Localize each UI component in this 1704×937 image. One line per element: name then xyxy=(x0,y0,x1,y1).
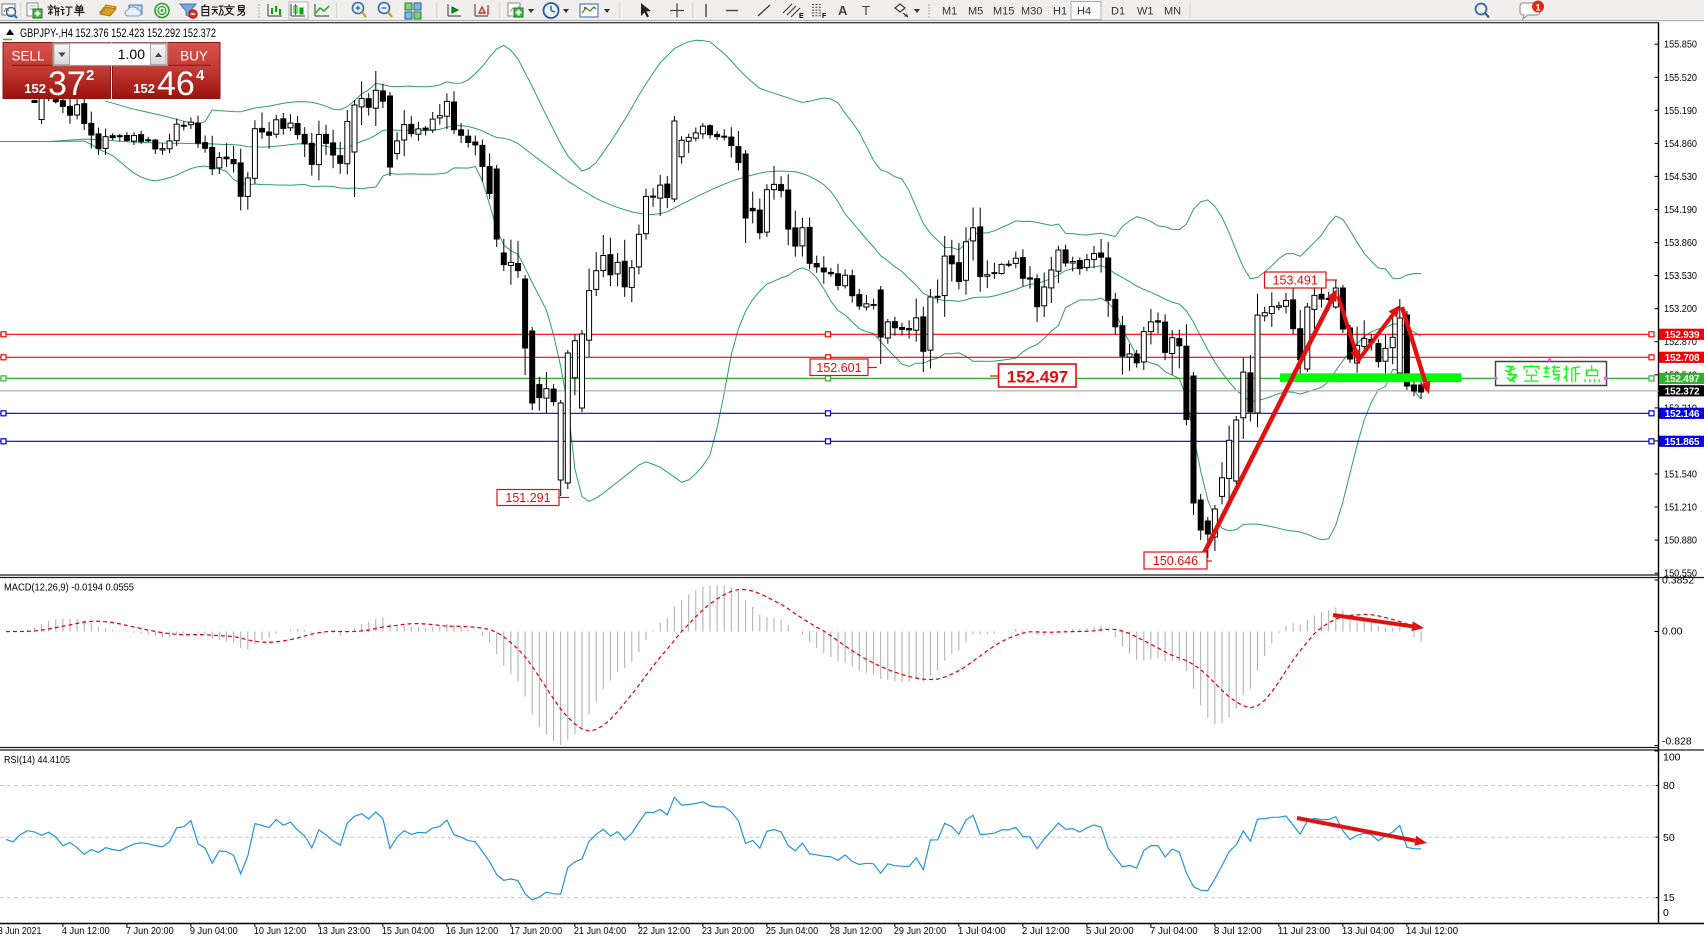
svg-text:152.939: 152.939 xyxy=(1665,330,1700,341)
svg-text:9 Jun 04:00: 9 Jun 04:00 xyxy=(190,925,238,937)
svg-text:152.497: 152.497 xyxy=(1007,368,1068,387)
svg-text:150.646: 150.646 xyxy=(1153,554,1198,568)
svg-text:28 Jun 12:00: 28 Jun 12:00 xyxy=(830,925,882,937)
svg-text:17 Jun 20:00: 17 Jun 20:00 xyxy=(510,925,562,937)
svg-text:14 Jul 12:00: 14 Jul 12:00 xyxy=(1406,925,1458,937)
svg-text:5 Jul 20:00: 5 Jul 20:00 xyxy=(1086,925,1134,937)
svg-text:GBPJPY-,H4 152.376 152.423 15: GBPJPY-,H4 152.376 152.423 152.292 152.3… xyxy=(20,28,216,40)
svg-text:15 Jun 04:00: 15 Jun 04:00 xyxy=(382,925,434,937)
svg-text:154.190: 154.190 xyxy=(1664,204,1697,216)
svg-text:21 Jun 04:00: 21 Jun 04:00 xyxy=(574,925,626,937)
svg-text:7 Jul 04:00: 7 Jul 04:00 xyxy=(1150,925,1198,937)
svg-text:BUY: BUY xyxy=(180,49,208,64)
svg-text:-0.828: -0.828 xyxy=(1662,736,1692,748)
svg-text:10 Jun 12:00: 10 Jun 12:00 xyxy=(254,925,306,937)
svg-text:50: 50 xyxy=(1663,832,1675,844)
svg-text:152: 152 xyxy=(24,81,46,96)
svg-text:4: 4 xyxy=(196,67,205,84)
svg-text:151.865: 151.865 xyxy=(1665,437,1700,448)
svg-text:3 Jun 2021: 3 Jun 2021 xyxy=(0,925,42,937)
svg-text:151.540: 151.540 xyxy=(1664,469,1697,481)
svg-text:152.146: 152.146 xyxy=(1665,409,1700,420)
svg-text:F: F xyxy=(822,13,827,20)
svg-text:4 Jun 12:00: 4 Jun 12:00 xyxy=(62,925,110,937)
svg-text:155.520: 155.520 xyxy=(1664,72,1697,84)
svg-text:153.530: 153.530 xyxy=(1664,270,1697,282)
svg-text:MN: MN xyxy=(1164,6,1181,18)
svg-text:8 Jul 12:00: 8 Jul 12:00 xyxy=(1214,925,1262,937)
svg-text:153.491: 153.491 xyxy=(1273,274,1318,288)
svg-text:RSI(14) 44.4105: RSI(14) 44.4105 xyxy=(4,754,70,766)
svg-text:22 Jun 12:00: 22 Jun 12:00 xyxy=(638,925,690,937)
svg-text:151.210: 151.210 xyxy=(1664,502,1697,514)
svg-text:1.00: 1.00 xyxy=(118,46,145,62)
svg-text:46: 46 xyxy=(157,65,195,103)
svg-text:0.00: 0.00 xyxy=(1662,626,1683,638)
svg-text:100: 100 xyxy=(1663,752,1681,764)
svg-text:15: 15 xyxy=(1663,892,1675,904)
svg-text:W1: W1 xyxy=(1137,6,1154,18)
svg-text:13 Jul 04:00: 13 Jul 04:00 xyxy=(1342,925,1394,937)
svg-text:H1: H1 xyxy=(1053,6,1067,18)
svg-text:1 Jul 04:00: 1 Jul 04:00 xyxy=(958,925,1006,937)
svg-text:151.291: 151.291 xyxy=(505,491,550,505)
svg-text:1: 1 xyxy=(1535,3,1541,14)
svg-text:23 Jun 20:00: 23 Jun 20:00 xyxy=(702,925,754,937)
svg-text:153.200: 153.200 xyxy=(1664,303,1697,315)
svg-text:2 Jul 12:00: 2 Jul 12:00 xyxy=(1022,925,1070,937)
svg-text:152.601: 152.601 xyxy=(816,361,861,375)
svg-text:T: T xyxy=(862,3,870,18)
svg-text:M15: M15 xyxy=(993,6,1014,18)
svg-text:7 Jun 20:00: 7 Jun 20:00 xyxy=(126,925,174,937)
svg-text:37: 37 xyxy=(48,65,86,103)
svg-text:154.530: 154.530 xyxy=(1664,171,1697,183)
svg-text:25 Jun 04:00: 25 Jun 04:00 xyxy=(766,925,818,937)
svg-text:152.497: 152.497 xyxy=(1665,374,1700,385)
svg-text:M30: M30 xyxy=(1021,6,1042,18)
svg-text:80: 80 xyxy=(1663,780,1675,792)
svg-text:M1: M1 xyxy=(942,6,957,18)
svg-text:155.850: 155.850 xyxy=(1664,39,1697,51)
svg-text:11 Jul 23:00: 11 Jul 23:00 xyxy=(1278,925,1330,937)
svg-text:150.880: 150.880 xyxy=(1664,535,1697,547)
svg-text:155.190: 155.190 xyxy=(1664,105,1697,117)
svg-text:16 Jun 12:00: 16 Jun 12:00 xyxy=(446,925,498,937)
svg-text:MACD(12,26,9) -0.0194 0.0555: MACD(12,26,9) -0.0194 0.0555 xyxy=(4,582,134,594)
svg-text:152: 152 xyxy=(133,81,155,96)
svg-text:M5: M5 xyxy=(968,6,983,18)
svg-text:E: E xyxy=(799,13,804,20)
svg-text:D1: D1 xyxy=(1111,6,1125,18)
svg-text:13 Jun 23:00: 13 Jun 23:00 xyxy=(318,925,370,937)
svg-text:2: 2 xyxy=(86,67,94,84)
svg-text:154.860: 154.860 xyxy=(1664,138,1697,150)
svg-text:0: 0 xyxy=(1663,907,1669,919)
svg-text:150.550: 150.550 xyxy=(1664,568,1697,580)
svg-text:153.860: 153.860 xyxy=(1664,237,1697,249)
svg-text:152.372: 152.372 xyxy=(1665,386,1700,397)
svg-text:0.3852: 0.3852 xyxy=(1662,575,1694,587)
svg-text:H4: H4 xyxy=(1077,6,1091,18)
svg-text:29 Jun 20:00: 29 Jun 20:00 xyxy=(894,925,946,937)
svg-text:SELL: SELL xyxy=(11,49,45,64)
svg-text:A: A xyxy=(838,3,848,18)
svg-text:152.708: 152.708 xyxy=(1665,353,1700,364)
